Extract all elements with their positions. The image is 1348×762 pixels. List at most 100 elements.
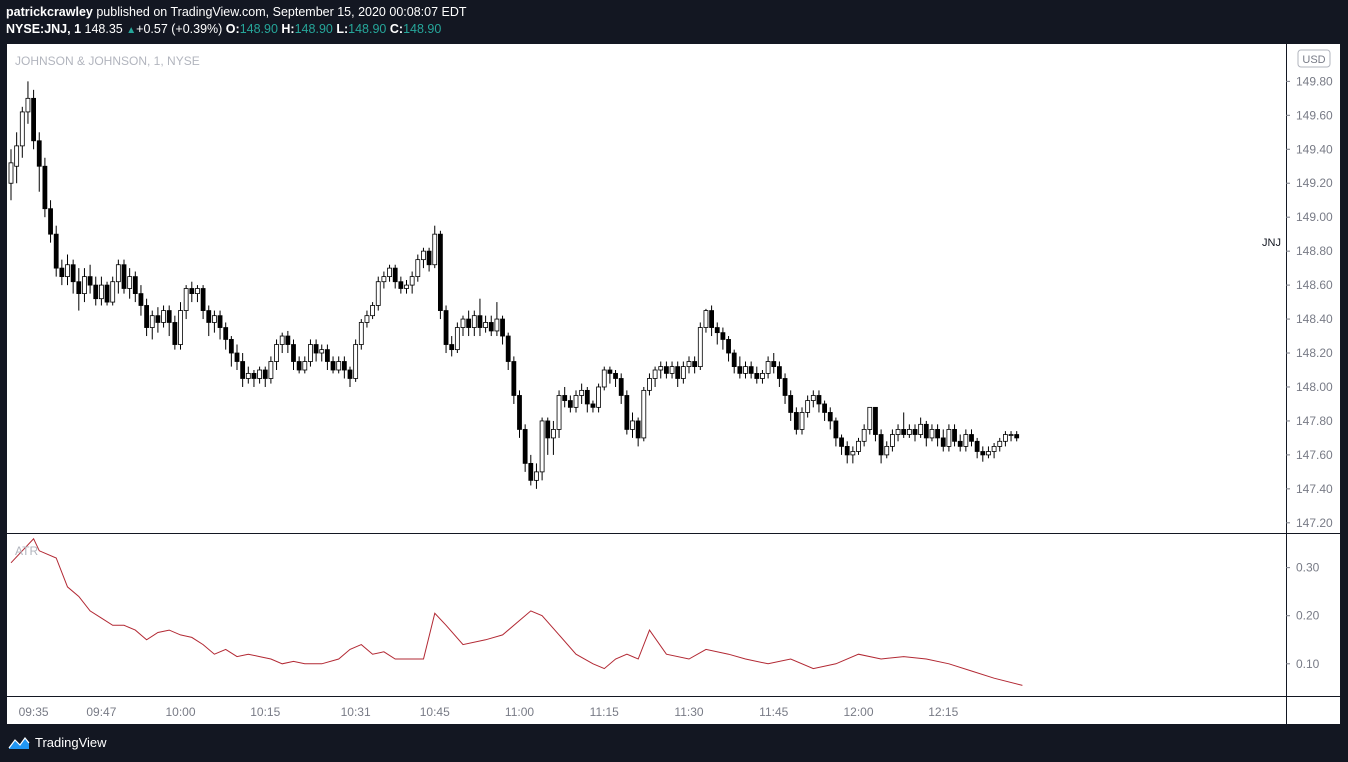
candle-body (166, 310, 172, 323)
price-tick-label: 148.60 (1296, 278, 1333, 292)
candle-body (302, 361, 308, 371)
chart-legend: JOHNSON & JOHNSON, 1, NYSE (15, 54, 200, 68)
candle-body (500, 318, 505, 337)
candle-body (449, 344, 455, 351)
candle-body (330, 361, 336, 371)
currency-label: USD (1302, 54, 1325, 66)
time-tick-label: 11:30 (674, 705, 703, 719)
close-label: C: (389, 22, 404, 36)
time-tick-label: 10:45 (420, 705, 450, 719)
candle-body (940, 437, 946, 447)
time-tick-label: 10:00 (165, 705, 195, 719)
candle-body (234, 352, 240, 362)
candle-body (477, 315, 483, 328)
price-tick-label: 147.20 (1296, 516, 1333, 530)
candle-body (99, 284, 104, 300)
candle-body (709, 310, 714, 328)
up-triangle-icon: ▲ (126, 25, 137, 36)
candle-body (861, 429, 867, 442)
candle-body (726, 339, 731, 354)
author-name[interactable]: patrickcrawley (6, 5, 93, 19)
candle-body (607, 369, 613, 374)
price-tick-label: 148.20 (1296, 346, 1333, 360)
price-tick-label: 149.20 (1296, 176, 1333, 190)
low-value: 148.90 (348, 22, 387, 36)
time-tick-label: 09:35 (19, 705, 49, 719)
candle-body (488, 322, 494, 332)
candle-body (471, 315, 477, 328)
candle-body (929, 429, 935, 439)
candle-body (217, 315, 223, 328)
candle-body (313, 344, 319, 354)
time-tick-label: 12:00 (843, 705, 873, 719)
candle-body (754, 372, 760, 379)
atr-line (10, 537, 1023, 686)
candle-body (556, 395, 562, 430)
candle-body (370, 305, 376, 317)
candle-body (658, 366, 664, 371)
candle-body (353, 344, 359, 379)
candle-body (601, 369, 607, 388)
candle-body (211, 315, 217, 323)
candle-body (110, 281, 116, 303)
candle-body (731, 352, 737, 368)
time-tick-label: 11:15 (590, 705, 619, 719)
candle-body (782, 378, 788, 396)
candle-body (127, 276, 133, 289)
candle-body (664, 366, 669, 374)
time-tick-label: 10:15 (250, 705, 280, 719)
candle-body (816, 395, 822, 405)
candle-body (347, 369, 353, 379)
candle-body (534, 471, 539, 481)
tradingview-logo[interactable]: TradingView (8, 735, 107, 750)
candle-body (8, 162, 14, 184)
candle-body (375, 281, 381, 306)
candle-body (421, 250, 426, 261)
candle-body (262, 369, 268, 379)
candle-body (912, 429, 918, 435)
high-value: 148.90 (294, 22, 333, 36)
candle-body (850, 451, 856, 456)
candle-body (149, 315, 155, 328)
candle-body (551, 429, 556, 439)
candle-body (454, 327, 460, 351)
candle-body (618, 378, 624, 396)
candle-body (432, 233, 438, 266)
publish-line: patrickcrawley published on TradingView.… (6, 4, 467, 21)
candle-body (901, 429, 907, 435)
open-value: 148.90 (239, 22, 278, 36)
candle-body (624, 395, 630, 430)
candle-body (590, 403, 596, 408)
candle-body (59, 267, 65, 278)
candle-body (178, 310, 183, 345)
candle-body (483, 322, 489, 328)
candle-body (121, 264, 127, 289)
candle-body (810, 395, 816, 401)
candle-body (771, 361, 777, 368)
candle-body (562, 395, 568, 401)
open-label: O: (225, 22, 240, 36)
candle-body (584, 389, 590, 405)
time-tick-label: 12:15 (928, 705, 958, 719)
candle-body (517, 395, 522, 430)
candle-body (822, 403, 827, 413)
candle-body (336, 361, 342, 371)
candle-body (42, 165, 48, 210)
candle-body (161, 310, 166, 323)
candle-body (697, 327, 703, 368)
candle-body (680, 366, 686, 379)
candle-body (635, 420, 641, 439)
price-tick-label: 147.40 (1296, 482, 1333, 496)
candle-body (195, 288, 200, 294)
candle-body (545, 420, 551, 439)
candle-body (65, 264, 70, 278)
tradingview-cloud-icon (8, 736, 30, 749)
header: patrickcrawley published on TradingView.… (6, 4, 467, 39)
candle-body (460, 318, 466, 328)
price-tick-label: 149.00 (1296, 210, 1333, 224)
candle-body (19, 111, 25, 147)
candle-body (308, 344, 313, 362)
candle-body (765, 361, 771, 374)
candle-body (381, 276, 387, 283)
